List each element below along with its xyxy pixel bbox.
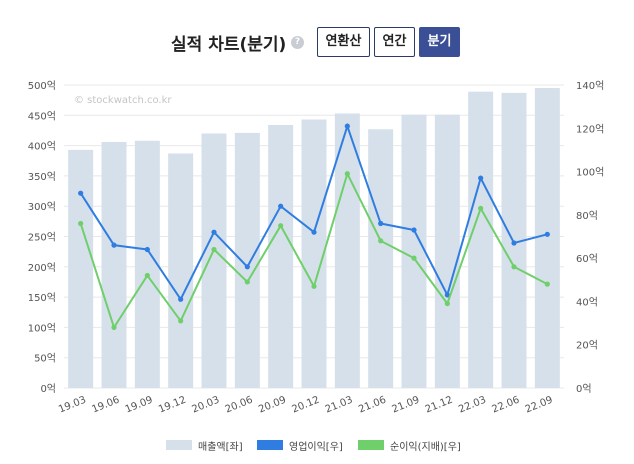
y-left-tick-label: 450억: [28, 110, 56, 122]
point-operating-profit: [311, 229, 317, 235]
point-operating-profit: [278, 203, 284, 209]
x-tick-label: 20.12: [290, 395, 321, 416]
bar-revenue: [101, 141, 127, 388]
x-tick-label: 19.09: [124, 395, 155, 416]
annualized-button[interactable]: 연환산: [317, 27, 370, 57]
point-net-income: [478, 205, 484, 211]
x-tick-label: 21.12: [424, 395, 455, 416]
chart-header: 실적 차트(분기) ? 연환산 연간 분기: [0, 26, 634, 60]
y-right-tick-label: 20억: [576, 340, 598, 352]
point-net-income: [144, 272, 150, 279]
legend-label-net-income: 순이익(지배)[우]: [390, 442, 461, 453]
point-net-income: [278, 223, 284, 229]
y-right-tick-label: 140억: [576, 80, 604, 92]
x-tick-label: 20.03: [190, 395, 221, 416]
bar-revenue: [434, 114, 460, 388]
y-left-tick-label: 150억: [28, 292, 56, 304]
quarterly-button[interactable]: 분기: [419, 27, 460, 57]
legend-label-revenue: 매출액[좌]: [198, 442, 243, 453]
y-left-tick-label: 0억: [40, 383, 56, 395]
legend-swatch-operating-profit: [257, 440, 283, 450]
y-right-tick-label: 80억: [576, 210, 598, 222]
point-net-income: [311, 283, 317, 289]
bar-revenue: [301, 119, 327, 389]
point-operating-profit: [444, 292, 450, 298]
y-left-tick-label: 350억: [28, 171, 56, 183]
legend-swatch-net-income: [358, 440, 384, 450]
x-tick-label: 22.06: [490, 395, 521, 416]
point-operating-profit: [144, 246, 150, 253]
point-operating-profit: [544, 231, 550, 237]
point-operating-profit: [478, 175, 484, 181]
point-operating-profit: [511, 240, 517, 246]
y-axis-left: 500억 450억 400억 350억 300억 250억 200억 150억 100억 50억 0…: [28, 80, 56, 395]
point-net-income: [244, 279, 250, 285]
x-tick-label: 20.09: [257, 395, 288, 416]
x-tick-label: 21.06: [357, 395, 388, 416]
y-left-tick-label: 250억: [28, 232, 56, 244]
point-operating-profit: [378, 220, 384, 227]
point-net-income: [511, 264, 517, 270]
chart-legend: 매출액[좌] 영업이익[우] 순이익(지배)[우]: [0, 437, 634, 453]
chart-title: 실적 차트(분기): [171, 35, 287, 55]
point-operating-profit: [411, 227, 417, 233]
point-net-income: [544, 281, 550, 287]
x-tick-label: 22.09: [524, 395, 555, 416]
legend-label-operating-profit: 영업이익[우]: [289, 442, 343, 453]
x-tick-label: 21.03: [324, 395, 355, 416]
annual-button[interactable]: 연간: [374, 27, 415, 57]
bar-revenue: [268, 124, 294, 388]
point-net-income: [178, 318, 184, 324]
bar-series-revenue: [68, 88, 560, 389]
point-net-income: [78, 220, 84, 227]
watermark-text: © stockwatch.co.kr: [74, 95, 172, 106]
bar-revenue: [234, 132, 260, 388]
x-tick-label: 21.09: [390, 395, 421, 416]
y-left-tick-label: 500억: [28, 80, 56, 92]
x-tick-label: 19.06: [90, 395, 121, 416]
y-left-tick-label: 100억: [28, 322, 56, 334]
y-left-tick-label: 400억: [28, 141, 56, 153]
x-tick-label: 19.12: [157, 395, 188, 416]
point-net-income: [378, 238, 384, 244]
bar-revenue: [201, 133, 227, 388]
bar-revenue: [401, 114, 427, 388]
point-operating-profit: [244, 264, 250, 270]
bar-revenue: [468, 91, 494, 388]
point-operating-profit: [211, 229, 217, 235]
x-axis: 19.03 19.06 19.09 19.12 20.03 20.06 20.09 20.12…: [57, 395, 554, 416]
point-net-income: [211, 246, 217, 253]
y-right-tick-label: 60억: [576, 253, 598, 265]
bar-revenue: [168, 153, 194, 388]
bar-revenue: [334, 113, 360, 389]
bar-revenue: [68, 149, 94, 388]
x-tick-label: 20.06: [224, 395, 255, 416]
bar-revenue: [134, 140, 160, 388]
legend-swatch-revenue: [166, 440, 192, 450]
y-left-tick-label: 300억: [28, 201, 56, 213]
point-net-income: [444, 300, 450, 307]
point-operating-profit: [111, 242, 117, 248]
point-net-income: [344, 171, 350, 177]
y-right-tick-label: 100억: [576, 167, 604, 179]
y-left-tick-label: 200억: [28, 262, 56, 274]
y-right-tick-label: 0억: [576, 383, 592, 395]
point-operating-profit: [78, 190, 84, 196]
y-right-tick-label: 120억: [576, 123, 604, 135]
point-net-income: [111, 324, 117, 330]
y-right-tick-label: 40억: [576, 296, 598, 308]
point-operating-profit: [178, 296, 184, 302]
y-axis-right: 140억 120억 100억 80억 60억 40억 20억 0억: [576, 80, 604, 395]
x-tick-label: 22.03: [457, 395, 488, 416]
point-net-income: [411, 255, 417, 261]
bar-revenue: [368, 129, 394, 388]
x-tick-label: 19.03: [57, 395, 88, 416]
line-series: [78, 122, 550, 330]
y-left-tick-label: 50억: [34, 353, 56, 365]
point-operating-profit: [344, 123, 350, 129]
bar-revenue: [534, 88, 560, 388]
question-circle-icon[interactable]: ?: [291, 36, 304, 49]
